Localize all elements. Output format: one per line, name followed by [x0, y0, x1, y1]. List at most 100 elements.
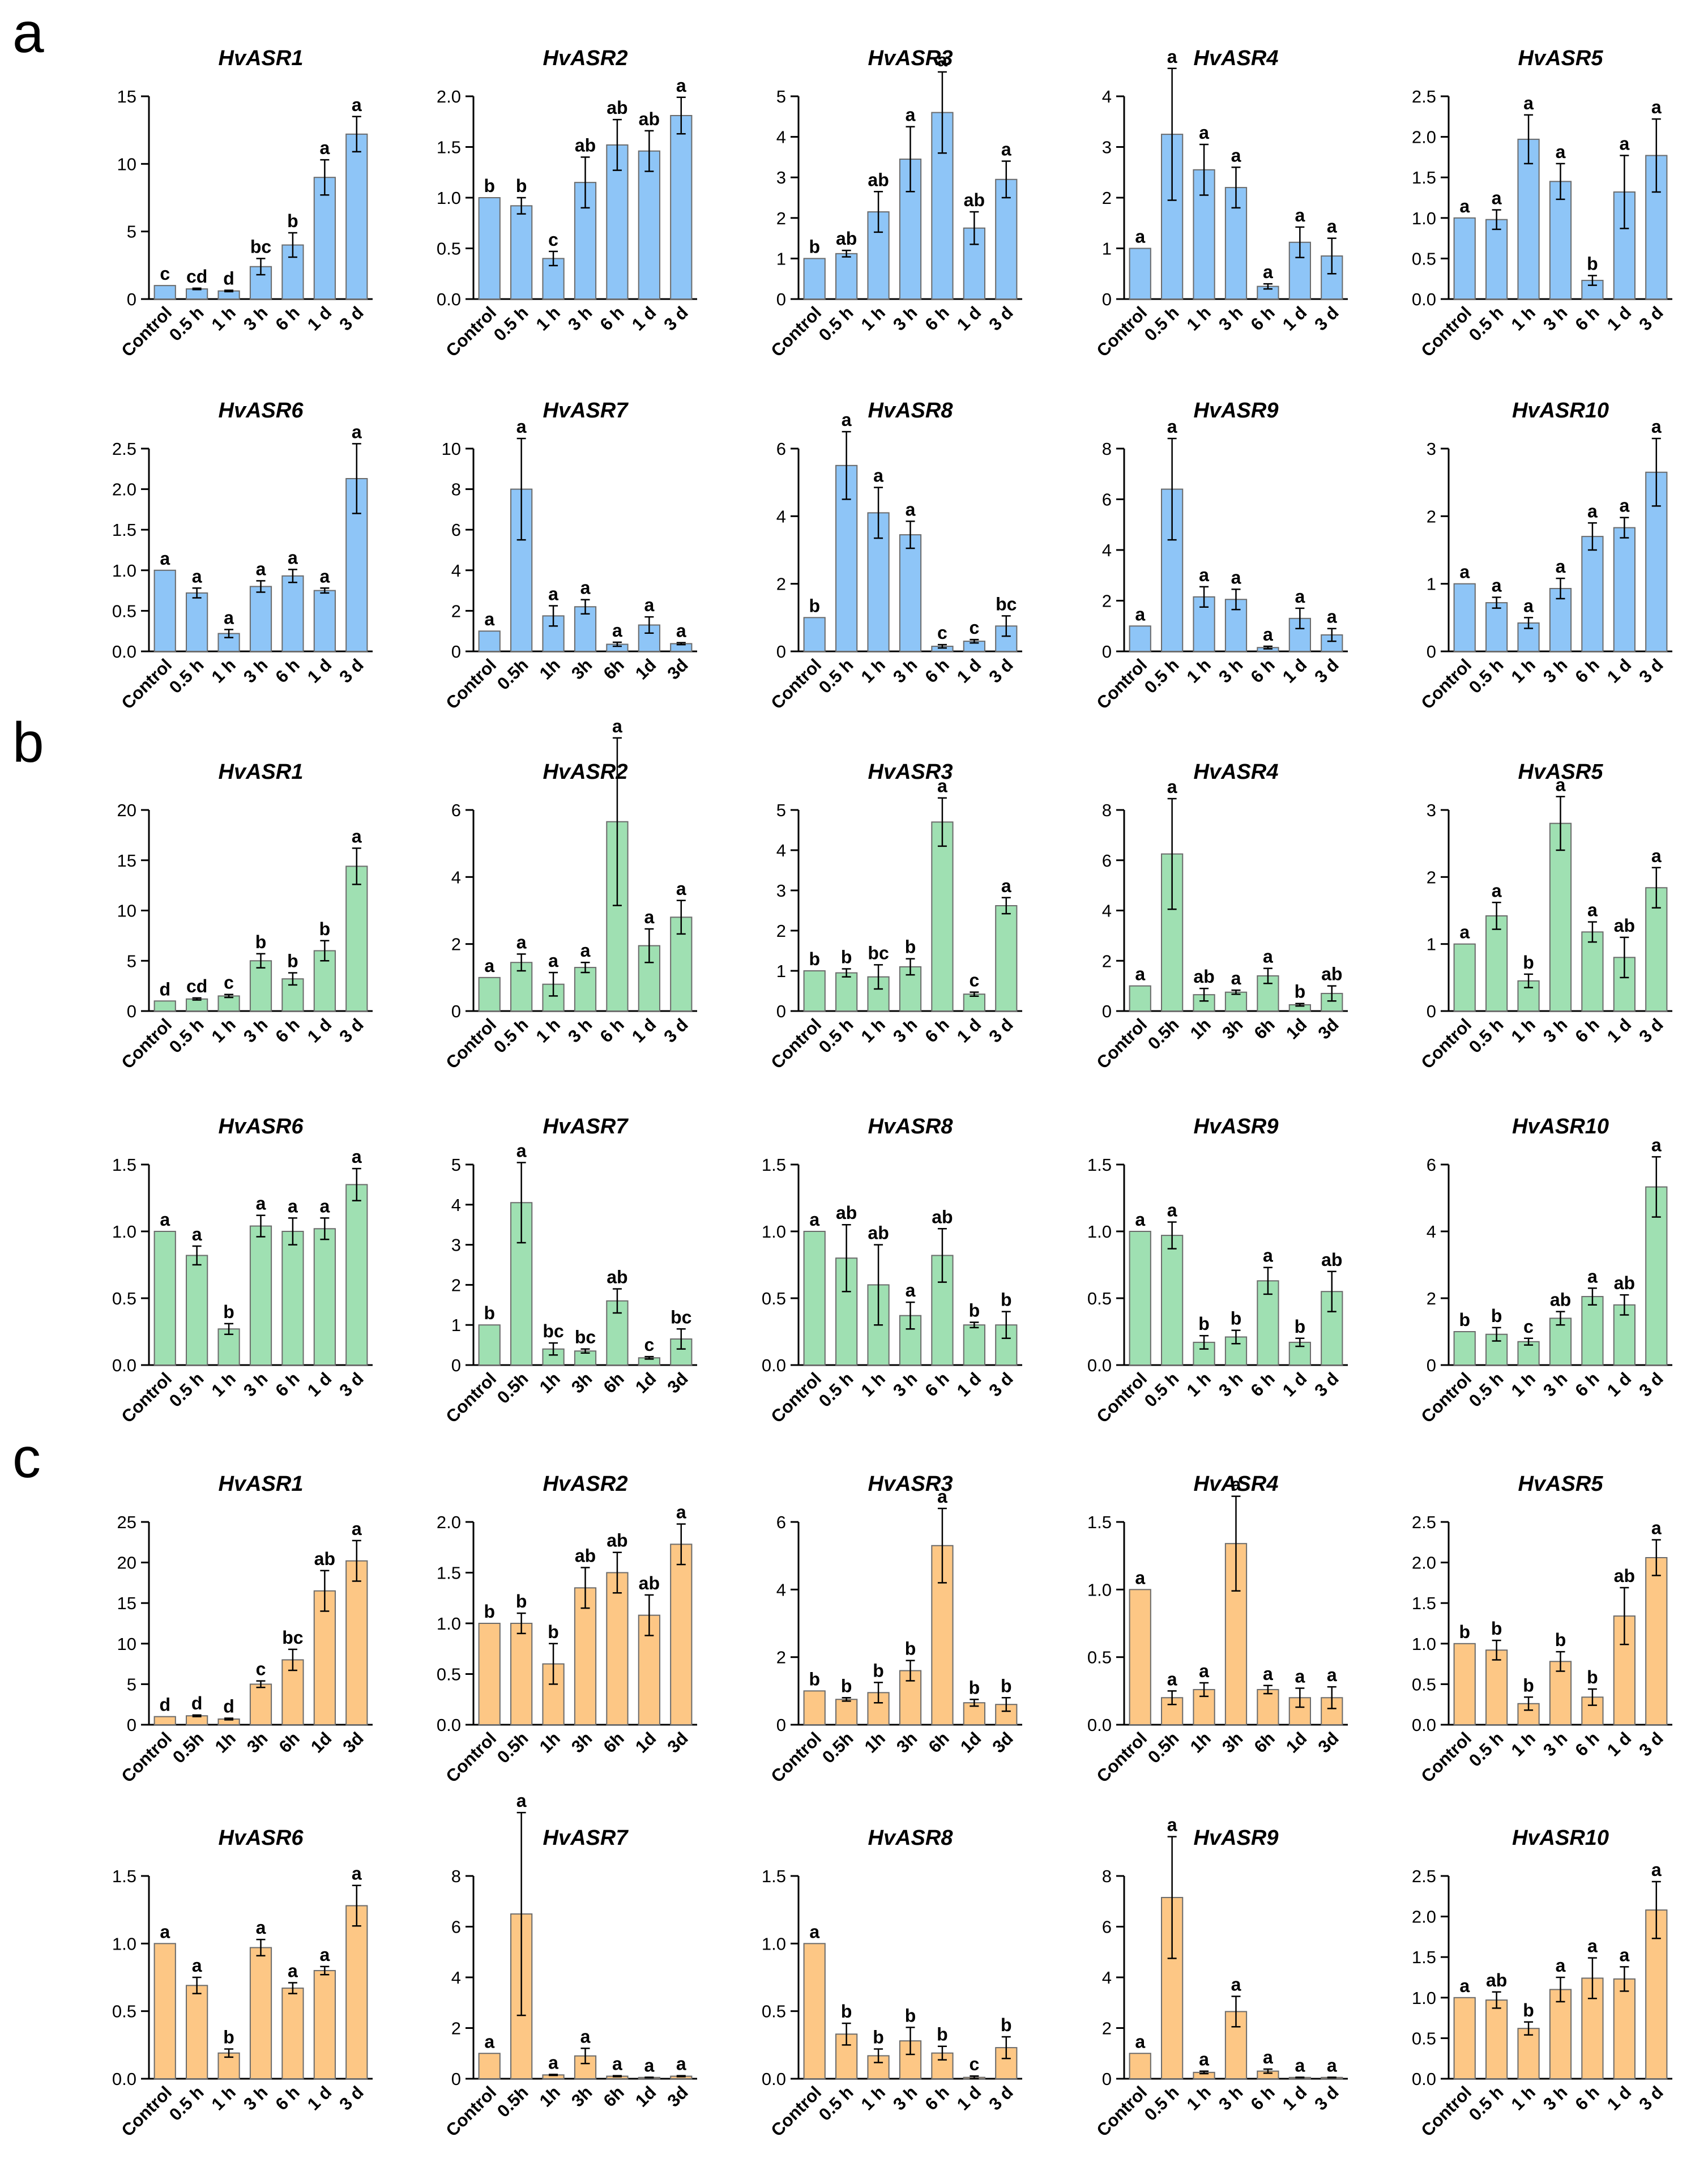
significance-label: b: [809, 595, 820, 616]
significance-label: a: [192, 566, 202, 586]
significance-label: a: [1263, 946, 1273, 967]
bar: [153, 1716, 176, 1725]
significance-label: a: [842, 410, 852, 430]
category-label: 3 d: [1635, 1014, 1667, 1046]
significance-label: c: [969, 2054, 979, 2074]
category-label: 1 d: [628, 302, 660, 334]
category-label: 1 d: [304, 1014, 335, 1046]
significance-label: a: [1295, 2055, 1305, 2075]
category-label: 3 h: [1539, 1014, 1571, 1046]
category-label: 1 h: [532, 1014, 564, 1046]
category-label: 3 h: [564, 302, 596, 334]
significance-label: ab: [639, 109, 660, 129]
significance-label: cd: [186, 976, 207, 996]
bar: [1517, 138, 1540, 300]
significance-label: a: [937, 776, 947, 796]
category-label: 3 h: [1539, 1728, 1571, 1760]
bar: [1224, 1336, 1248, 1366]
significance-label: a: [1556, 1955, 1566, 1976]
category-label: 1 d: [1603, 655, 1635, 686]
category-label: 0.5 h: [815, 655, 857, 697]
significance-label: b: [969, 1677, 980, 1698]
category-label: 3 h: [889, 1014, 921, 1046]
significance-label: c: [937, 622, 947, 643]
significance-label: b: [1198, 1314, 1210, 1334]
significance-label: a: [160, 1209, 170, 1230]
significance-label: b: [1001, 1675, 1012, 1696]
y-tick-label: 5: [776, 87, 786, 106]
bar: [1453, 1997, 1476, 2080]
chart-title: HvASR6: [219, 1826, 304, 1850]
panel-letter-b: b: [12, 711, 44, 774]
significance-label: a: [1619, 134, 1629, 154]
significance-label: a: [1199, 122, 1209, 143]
bar: [478, 197, 501, 300]
y-tick-label: 2: [451, 2019, 461, 2039]
category-label: 3 h: [1215, 655, 1246, 686]
significance-label: a: [1295, 1666, 1305, 1687]
chart-title: HvASR9: [1194, 399, 1279, 423]
significance-label: a: [1295, 205, 1305, 225]
significance-label: a: [1327, 607, 1337, 627]
significance-label: bc: [250, 236, 271, 257]
significance-label: a: [1231, 145, 1241, 165]
significance-label: a: [256, 1193, 266, 1214]
chart-title: HvASR4: [1194, 1472, 1279, 1496]
significance-label: a: [580, 940, 591, 961]
y-tick-label: 1.5: [1087, 1512, 1112, 1532]
y-tick-label: 2.0: [437, 1512, 461, 1532]
y-tick-label: 0.0: [762, 2069, 786, 2089]
significance-label: ab: [1550, 1290, 1571, 1310]
significance-label: c: [224, 973, 234, 993]
y-tick-label: 4: [451, 1195, 461, 1215]
significance-label: a: [1523, 595, 1534, 616]
bar: [153, 1231, 176, 1366]
significance-label: a: [1587, 1266, 1598, 1286]
significance-label: a: [1167, 777, 1177, 797]
category-label: 0.5h: [818, 1728, 857, 1767]
y-tick-label: 0: [451, 2069, 461, 2089]
bar: [249, 586, 272, 652]
significance-label: a: [256, 1917, 266, 1938]
y-tick-label: 15: [117, 851, 136, 871]
significance-label: b: [841, 1675, 852, 1696]
significance-label: b: [1295, 982, 1306, 1002]
category-label: 3 d: [985, 2082, 1017, 2114]
category-label: 1 d: [304, 655, 335, 686]
bar: [1645, 1557, 1668, 1726]
significance-label: a: [644, 2055, 654, 2075]
significance-label: a: [1459, 562, 1470, 582]
significance-label: a: [644, 595, 654, 615]
y-tick-label: 2.5: [1412, 1512, 1436, 1532]
chart-title: HvASR3: [868, 760, 953, 784]
category-label: 3 d: [1310, 1368, 1342, 1400]
significance-label: b: [905, 1639, 916, 1659]
y-tick-label: 1: [776, 249, 786, 268]
category-label: 6 h: [921, 1368, 953, 1400]
category-label: 1d: [307, 1728, 335, 1756]
y-tick-label: 1.0: [1087, 1580, 1112, 1600]
significance-label: ab: [607, 1267, 627, 1287]
category-label: 3 d: [1635, 1368, 1667, 1400]
category-label: 1d: [631, 1728, 660, 1756]
y-tick-label: 2.0: [1412, 1907, 1436, 1927]
category-label: 1 h: [208, 1014, 240, 1046]
category-label: 0.5 h: [815, 302, 857, 345]
chart-title: HvASR5: [1518, 1472, 1604, 1496]
category-label: 1h: [536, 1368, 564, 1397]
category-label: 3 d: [660, 1014, 691, 1046]
y-tick-label: 0: [776, 289, 786, 309]
significance-label: a: [516, 1140, 527, 1161]
significance-label: a: [1587, 900, 1598, 920]
significance-label: a: [1199, 565, 1209, 585]
chart-b-HvASR7: HvASR7 0 1 2 3 4 5 b Control a 0.5h bc 1h bc 3h ab 6h c 1d…: [442, 1115, 697, 1427]
category-label: 0.5 h: [165, 1014, 208, 1057]
bar: [899, 534, 922, 653]
bar: [803, 1690, 826, 1725]
